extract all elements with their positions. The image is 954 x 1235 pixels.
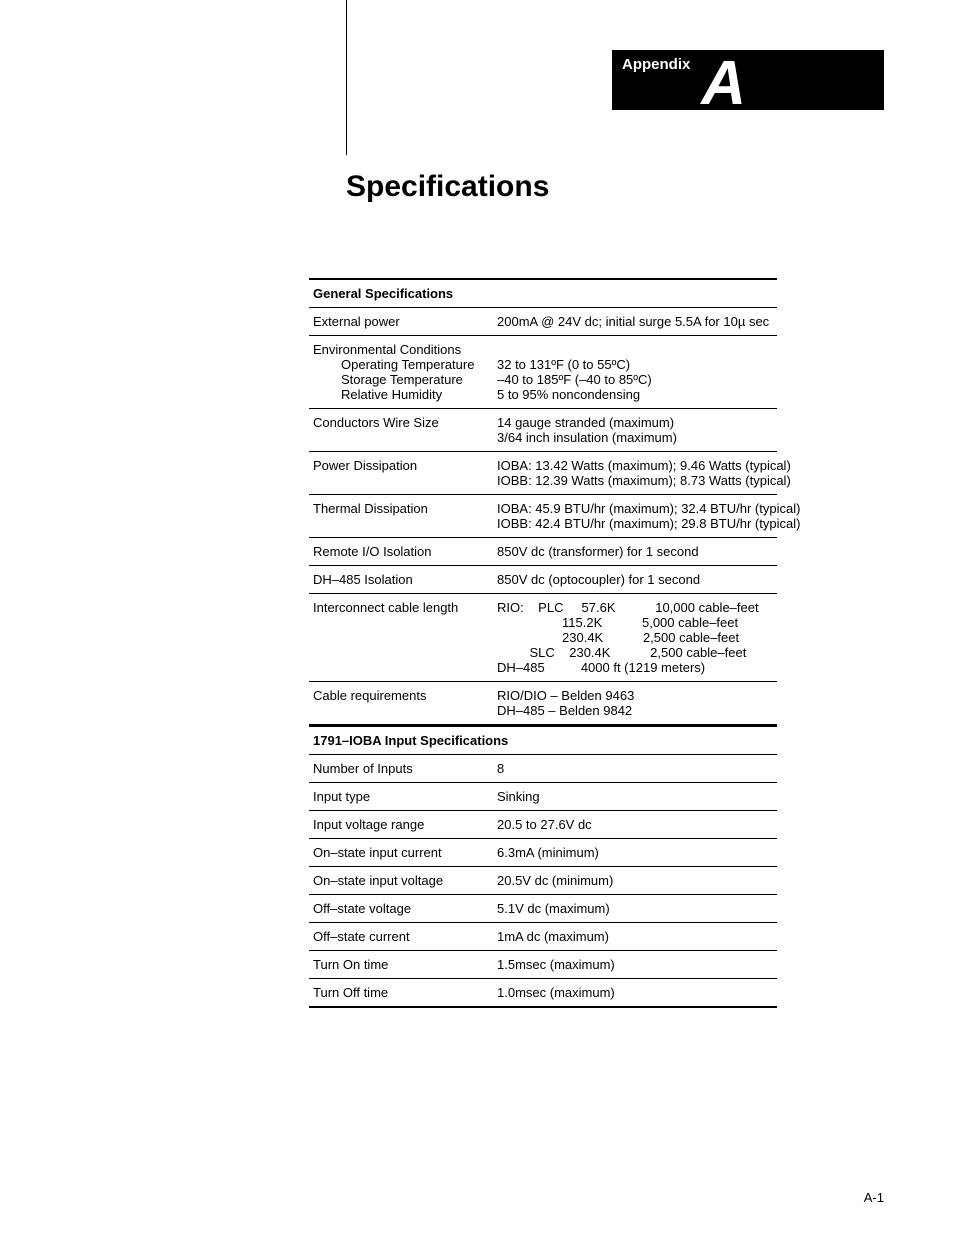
spec-label: Turn On time [309,951,493,978]
spec-label: On–state input voltage [309,867,493,894]
spec-label: Remote I/O Isolation [309,538,493,565]
spec-label: Input type [309,783,493,810]
spec-label: DH–485 Isolation [309,566,493,593]
spec-value: IOBA: 45.9 BTU/hr (maximum); 32.4 BTU/hr… [493,495,804,537]
appendix-badge: Appendix A [612,50,884,110]
spec-value: 1.5msec (maximum) [493,951,777,978]
table-row: Remote I/O Isolation 850V dc (transforme… [309,538,777,566]
spec-value: RIO/DIO – Belden 9463 DH–485 – Belden 98… [493,682,777,724]
table-row: Conductors Wire Size 14 gauge stranded (… [309,409,777,452]
spec-label: External power [309,308,493,335]
spec-tables: General Specifications External power 20… [309,278,777,1008]
table-row: Input type Sinking [309,783,777,811]
table-row: Thermal Dissipation IOBA: 45.9 BTU/hr (m… [309,495,777,538]
spec-label: Power Dissipation [309,452,493,494]
table-row: Number of Inputs 8 [309,755,777,783]
page-title: Specifications [346,170,549,204]
table-row: DH–485 Isolation 850V dc (optocoupler) f… [309,566,777,594]
table-row: Cable requirements RIO/DIO – Belden 9463… [309,682,777,725]
table-row: Environmental Conditions Operating Tempe… [309,336,777,409]
table-row: Power Dissipation IOBA: 13.42 Watts (max… [309,452,777,495]
spec-label: On–state input current [309,839,493,866]
spec-label: Conductors Wire Size [309,409,493,451]
spec-value: RIO: PLC 57.6K 10,000 cable–feet 115.2K … [493,594,777,681]
table-row: Turn Off time 1.0msec (maximum) [309,979,777,1008]
spec-sublabel: Operating Temperature [313,357,489,372]
spec-value: 1.0msec (maximum) [493,979,777,1006]
table-row: Off–state current 1mA dc (maximum) [309,923,777,951]
spec-value: 6.3mA (minimum) [493,839,777,866]
table-row: On–state input current 6.3mA (minimum) [309,839,777,867]
spec-label: Turn Off time [309,979,493,1006]
spec-label: Environmental Conditions Operating Tempe… [309,336,493,408]
spec-value: 14 gauge stranded (maximum) 3/64 inch in… [493,409,777,451]
vertical-rule [346,0,347,155]
spec-value: IOBA: 13.42 Watts (maximum); 9.46 Watts … [493,452,795,494]
spec-label: Cable requirements [309,682,493,724]
table-row: Off–state voltage 5.1V dc (maximum) [309,895,777,923]
spec-value: 8 [493,755,777,782]
table-row: External power 200mA @ 24V dc; initial s… [309,308,777,336]
spec-sublabel: Storage Temperature [313,372,489,387]
spec-value: 5.1V dc (maximum) [493,895,777,922]
table-row: Turn On time 1.5msec (maximum) [309,951,777,979]
spec-label: Input voltage range [309,811,493,838]
table-row: Input voltage range 20.5 to 27.6V dc [309,811,777,839]
appendix-letter: A [701,53,746,115]
spec-label: Thermal Dissipation [309,495,493,537]
spec-label-main: Environmental Conditions [313,342,461,357]
page-number: A-1 [864,1190,884,1205]
section-header-input: 1791–IOBA Input Specifications [309,725,777,755]
spec-label: Number of Inputs [309,755,493,782]
spec-label: Off–state current [309,923,493,950]
spec-value: 850V dc (optocoupler) for 1 second [493,566,777,593]
spec-value: 1mA dc (maximum) [493,923,777,950]
spec-label: Off–state voltage [309,895,493,922]
section-header-general: General Specifications [309,278,777,308]
spec-value: 850V dc (transformer) for 1 second [493,538,777,565]
spec-label: Interconnect cable length [309,594,493,681]
spec-value: 20.5 to 27.6V dc [493,811,777,838]
appendix-label: Appendix [622,56,690,73]
spec-value: 32 to 131ºF (0 to 55ºC) –40 to 185ºF (–4… [493,336,777,408]
spec-value: 200mA @ 24V dc; initial surge 5.5A for 1… [493,308,777,335]
spec-value: 20.5V dc (minimum) [493,867,777,894]
spec-value: Sinking [493,783,777,810]
table-row: Interconnect cable length RIO: PLC 57.6K… [309,594,777,682]
table-row: On–state input voltage 20.5V dc (minimum… [309,867,777,895]
spec-sublabel: Relative Humidity [313,387,489,402]
